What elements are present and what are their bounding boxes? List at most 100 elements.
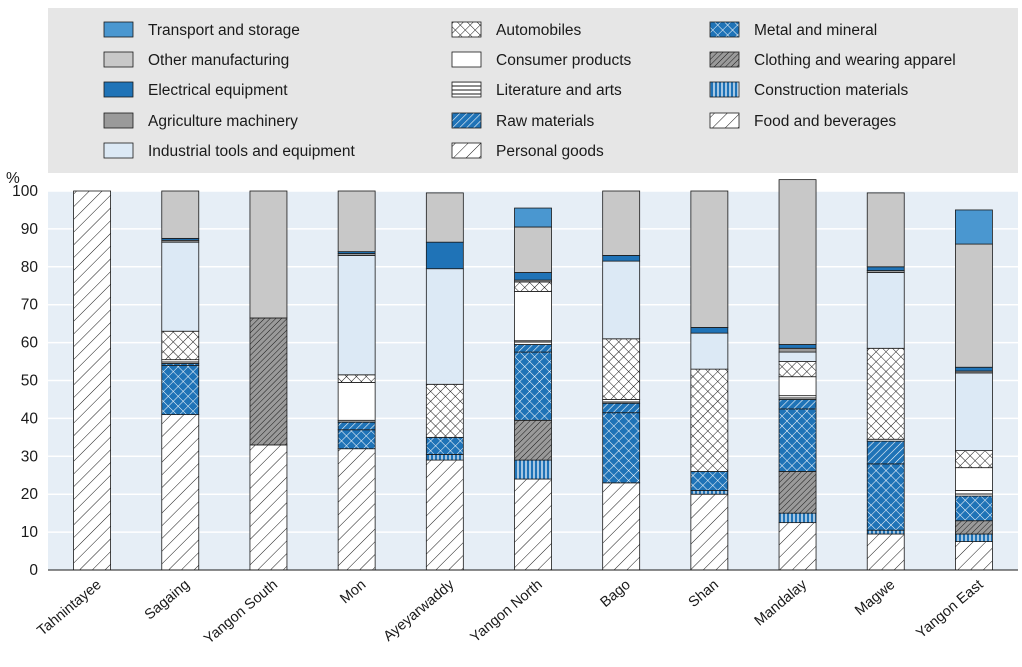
segment-personal-goods xyxy=(249,444,288,571)
segment-electrical-equipment xyxy=(866,266,905,271)
legend-item-industrial-tools-and-equipment: Industrial tools and equipment xyxy=(103,142,355,160)
segment-transport-and-storage xyxy=(514,207,552,228)
segment-metal-and-mineral xyxy=(514,351,552,421)
bar-tahnintayee xyxy=(73,190,111,571)
segment-consumer-products xyxy=(337,381,376,421)
segment-metal-and-mineral xyxy=(425,436,464,455)
legend-swatch xyxy=(451,142,482,159)
legend-item-automobiles: Automobiles xyxy=(451,21,582,39)
segment-food-and-beverages xyxy=(425,459,464,571)
legend-item-construction-materials: Construction materials xyxy=(709,81,908,99)
legend-label: Construction materials xyxy=(754,82,908,99)
segment-food-and-beverages xyxy=(778,522,817,571)
segment-metal-and-mineral xyxy=(337,429,376,450)
segment-raw-materials xyxy=(337,421,376,431)
y-tick-label: 80 xyxy=(21,259,39,276)
segment-clothing-and-wearing-apparel xyxy=(778,471,817,514)
category-label-magwe: Magwe xyxy=(852,577,898,619)
bar-yangon-north xyxy=(514,207,552,571)
legend-label: Automobiles xyxy=(496,22,582,39)
bar-sagaing xyxy=(161,190,200,571)
segment-other-manufacturing xyxy=(249,190,288,319)
segment-raw-materials xyxy=(866,440,905,465)
y-tick-label: 10 xyxy=(21,524,39,541)
segment-metal-and-mineral xyxy=(690,471,729,491)
category-label-mon: Mon xyxy=(337,577,369,607)
bar-shan xyxy=(690,190,729,571)
y-tick-label: 20 xyxy=(21,486,39,503)
segment-automobiles xyxy=(337,374,376,383)
segment-electrical-equipment xyxy=(778,344,817,349)
bar-ayeyarwaddy xyxy=(425,192,464,571)
bar-mandalay xyxy=(778,179,817,571)
legend-swatch xyxy=(451,112,482,129)
segment-automobiles xyxy=(514,281,552,292)
segment-industrial-tools-and-equipment xyxy=(778,351,817,362)
segment-other-manufacturing xyxy=(161,190,200,239)
segment-metal-and-mineral xyxy=(778,408,817,472)
legend-swatch xyxy=(709,51,740,68)
segment-electrical-equipment xyxy=(602,255,641,262)
segment-other-manufacturing xyxy=(602,190,641,256)
legend-label: Agriculture machinery xyxy=(148,113,298,130)
legend-label: Food and beverages xyxy=(754,113,896,130)
segment-clothing-and-wearing-apparel xyxy=(249,317,288,446)
segment-construction-materials xyxy=(866,529,905,535)
y-tick-label: 50 xyxy=(21,373,39,390)
legend: Transport and storage Other manufacturing… xyxy=(103,21,956,160)
legend-label: Other manufacturing xyxy=(148,52,289,69)
segment-food-and-beverages xyxy=(955,541,993,571)
legend-swatch xyxy=(709,81,740,98)
legend-item-clothing-and-wearing-apparel: Clothing and wearing apparel xyxy=(709,51,956,69)
segment-other-manufacturing xyxy=(425,192,464,243)
segment-food-and-beverages xyxy=(337,448,376,571)
segment-literature-and-arts xyxy=(514,340,552,345)
segment-construction-materials xyxy=(425,454,464,461)
segment-consumer-products xyxy=(778,376,817,397)
bar-yangon-east xyxy=(955,209,993,571)
legend-swatch xyxy=(103,142,134,159)
segment-automobiles xyxy=(778,361,817,378)
segment-transport-and-storage xyxy=(955,209,993,245)
segment-food-and-beverages xyxy=(514,478,552,571)
segment-food-and-beverages xyxy=(161,414,200,571)
category-label-shan: Shan xyxy=(686,577,722,611)
segment-raw-materials xyxy=(514,344,552,353)
legend-item-raw-materials: Raw materials xyxy=(451,112,594,130)
segment-literature-and-arts xyxy=(161,359,200,364)
legend-item-personal-goods: Personal goods xyxy=(451,142,604,160)
category-label-yangon-east: Yangon East xyxy=(913,577,986,642)
segment-metal-and-mineral xyxy=(955,495,993,522)
legend-swatch xyxy=(103,112,134,129)
segment-industrial-tools-and-equipment xyxy=(955,372,993,452)
legend-item-other-manufacturing: Other manufacturing xyxy=(103,51,289,69)
legend-item-literature-and-arts: Literature and arts xyxy=(451,81,622,99)
segment-agriculture-machinery xyxy=(778,347,817,353)
category-label-bago: Bago xyxy=(598,577,634,611)
segment-automobiles xyxy=(161,330,200,361)
segment-electrical-equipment xyxy=(690,327,729,334)
segment-consumer-products xyxy=(955,467,993,491)
bar-mon xyxy=(337,190,376,571)
y-tick-label: 40 xyxy=(21,410,39,427)
legend-swatch xyxy=(451,51,482,68)
segment-industrial-tools-and-equipment xyxy=(425,268,464,385)
segment-electrical-equipment xyxy=(514,272,552,281)
legend-item-consumer-products: Consumer products xyxy=(451,51,632,69)
segment-other-manufacturing xyxy=(955,243,993,368)
y-tick-label: 70 xyxy=(21,297,39,314)
legend-item-transport-and-storage: Transport and storage xyxy=(103,21,300,39)
legend-label: Electrical equipment xyxy=(148,82,288,99)
segment-construction-materials xyxy=(514,459,552,480)
segment-other-manufacturing xyxy=(337,190,376,253)
segment-metal-and-mineral xyxy=(161,364,200,416)
segment-raw-materials xyxy=(778,399,817,410)
segment-other-manufacturing xyxy=(690,190,729,328)
segment-clothing-and-wearing-apparel xyxy=(955,520,993,535)
legend-item-electrical-equipment: Electrical equipment xyxy=(103,81,288,99)
legend-item-food-and-beverages: Food and beverages xyxy=(709,112,896,130)
segment-industrial-tools-and-equipment xyxy=(337,255,376,376)
category-label-tahnintayee: Tahnintayee xyxy=(34,577,104,640)
segment-other-manufacturing xyxy=(514,226,552,273)
segment-automobiles xyxy=(690,368,729,472)
